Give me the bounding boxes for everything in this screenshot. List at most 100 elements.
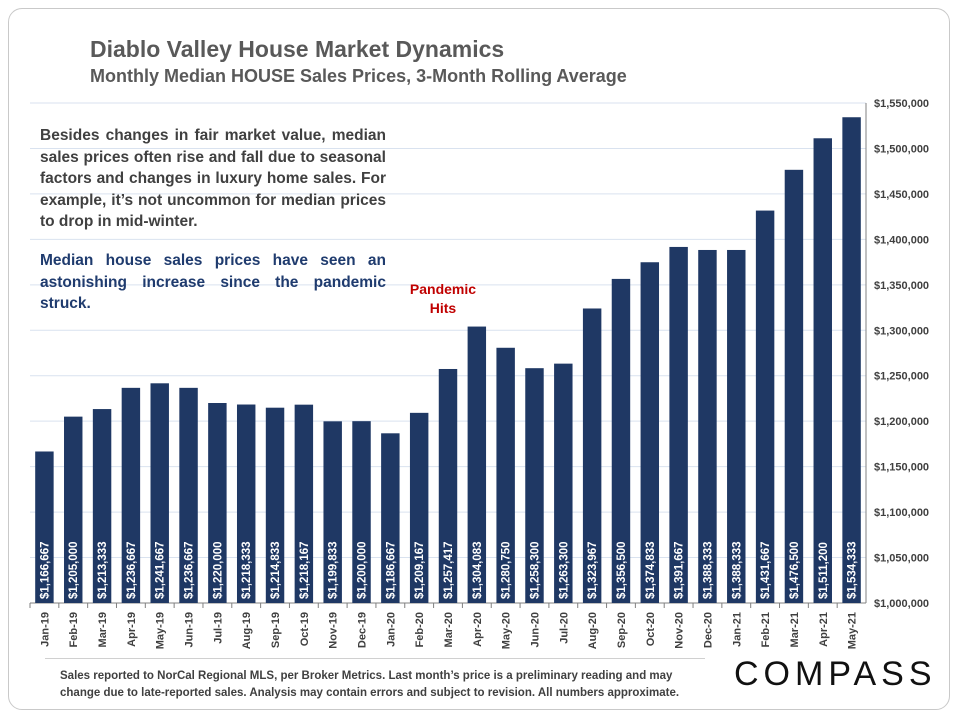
x-tick-label: May-19 (155, 612, 167, 649)
x-tick-label: Oct-20 (645, 612, 657, 646)
bar-value-label: $1,218,167 (299, 541, 311, 599)
x-tick-label: Apr-21 (818, 612, 830, 647)
bar-value-label: $1,209,167 (414, 541, 426, 599)
bar-value-label: $1,186,667 (385, 541, 397, 599)
x-tick-label: Aug-20 (587, 612, 599, 649)
bar (409, 412, 429, 603)
bar (438, 368, 458, 603)
bar-value-label: $1,323,967 (587, 541, 599, 599)
bar-value-label: $1,374,833 (645, 541, 657, 599)
bar-value-label: $1,391,667 (674, 541, 686, 599)
pandemic-annotation: Pandemic Hits (405, 280, 481, 318)
bar (842, 117, 861, 603)
x-tick-label: Jul-20 (558, 612, 570, 644)
y-tick-label: $1,300,000 (874, 325, 929, 337)
bar-value-label: $1,241,667 (155, 541, 167, 599)
bar-value-label: $1,200,000 (357, 541, 369, 599)
x-tick-label: May-21 (847, 612, 859, 649)
bar-value-label: $1,236,667 (126, 541, 138, 599)
x-tick-label: Jun-20 (529, 612, 541, 647)
bar-value-label: $1,388,333 (731, 541, 743, 599)
slide-frame (8, 8, 950, 710)
y-tick-label: $1,100,000 (874, 507, 929, 519)
x-tick-label: Aug-19 (241, 612, 253, 649)
y-tick-label: $1,550,000 (874, 98, 929, 110)
bar-value-label: $1,511,200 (818, 542, 830, 599)
bar-value-label: $1,356,500 (616, 541, 628, 599)
bar-value-label: $1,258,300 (529, 541, 541, 599)
chart-subtitle: Monthly Median HOUSE Sales Prices, 3-Mon… (90, 66, 627, 86)
x-tick-label: Jun-19 (184, 612, 196, 647)
commentary-highlight: Median house sales prices have seen an a… (40, 252, 386, 312)
x-tick-label: Jul-19 (212, 612, 224, 644)
bar (179, 387, 198, 603)
bar (92, 409, 112, 603)
bar (265, 407, 285, 603)
bar (64, 416, 83, 603)
chart-title: Diablo Valley House Market Dynamics (90, 36, 505, 62)
commentary-text: Besides changes in fair market value, me… (40, 127, 386, 230)
bar (323, 421, 342, 603)
bar-value-label: $1,304,083 (472, 541, 484, 599)
x-tick-label: Apr-19 (126, 612, 138, 647)
bar-value-label: $1,280,750 (501, 541, 513, 599)
source-footnote: Sales reported to NorCal Regional MLS, p… (60, 670, 680, 699)
x-tick-label: Dec-20 (702, 612, 714, 648)
compass-logo: COMPASS (734, 655, 937, 693)
y-tick-label: $1,350,000 (874, 280, 929, 292)
bar-value-label: $1,214,833 (270, 541, 282, 599)
bar-value-label: $1,431,667 (760, 541, 772, 599)
bar-value-label: $1,218,333 (241, 541, 253, 599)
bar-value-label: $1,213,333 (97, 541, 109, 599)
x-tick-label: May-20 (501, 612, 513, 649)
bar (755, 210, 775, 604)
y-tick-label: $1,200,000 (874, 416, 929, 428)
bar (208, 403, 227, 603)
x-tick-label: Feb-20 (414, 612, 426, 647)
footer-divider (45, 658, 705, 659)
y-tick-label: $1,000,000 (874, 598, 929, 610)
bar (525, 368, 544, 603)
y-tick-label: $1,250,000 (874, 371, 929, 383)
bar (727, 249, 746, 603)
bar (150, 383, 169, 603)
x-tick-label: Jan-21 (731, 612, 743, 647)
annotation-line-1: Pandemic (409, 281, 477, 297)
x-tick-label: Mar-21 (789, 612, 801, 647)
y-tick-label: $1,050,000 (874, 553, 929, 565)
bar (698, 249, 717, 603)
bar-value-label: $1,166,667 (39, 541, 51, 599)
bar (236, 404, 256, 603)
x-tick-label: Sep-19 (270, 612, 282, 648)
bar (554, 363, 573, 603)
bar-value-label: $1,220,000 (212, 541, 224, 599)
bar (121, 387, 141, 603)
x-tick-label: Nov-20 (674, 612, 686, 649)
x-tick-label: Feb-21 (760, 612, 772, 647)
y-tick-label: $1,500,000 (874, 143, 929, 155)
bar (813, 138, 832, 604)
bar (381, 433, 400, 603)
bar-value-label: $1,236,667 (184, 541, 196, 599)
bar-value-label: $1,534,333 (847, 541, 859, 599)
x-tick-label: Dec-19 (357, 612, 369, 648)
x-tick-label: Feb-19 (68, 612, 80, 647)
bar (582, 308, 602, 603)
bar (352, 421, 371, 603)
x-tick-label: Oct-19 (299, 612, 311, 646)
y-tick-label: $1,400,000 (874, 234, 929, 246)
x-tick-label: Mar-19 (97, 612, 109, 647)
bar-value-label: $1,205,000 (68, 541, 80, 599)
x-tick-label: Mar-20 (443, 612, 455, 647)
x-tick-label: Sep-20 (616, 612, 628, 648)
bar (640, 262, 660, 603)
bar (294, 404, 314, 603)
bar (669, 246, 688, 603)
bar (467, 326, 487, 603)
bar (496, 347, 515, 603)
x-tick-label: Jan-19 (39, 612, 51, 647)
x-tick-label: Nov-19 (328, 612, 340, 649)
bar-value-label: $1,388,333 (702, 541, 714, 599)
bar-value-label: $1,476,500 (789, 541, 801, 599)
